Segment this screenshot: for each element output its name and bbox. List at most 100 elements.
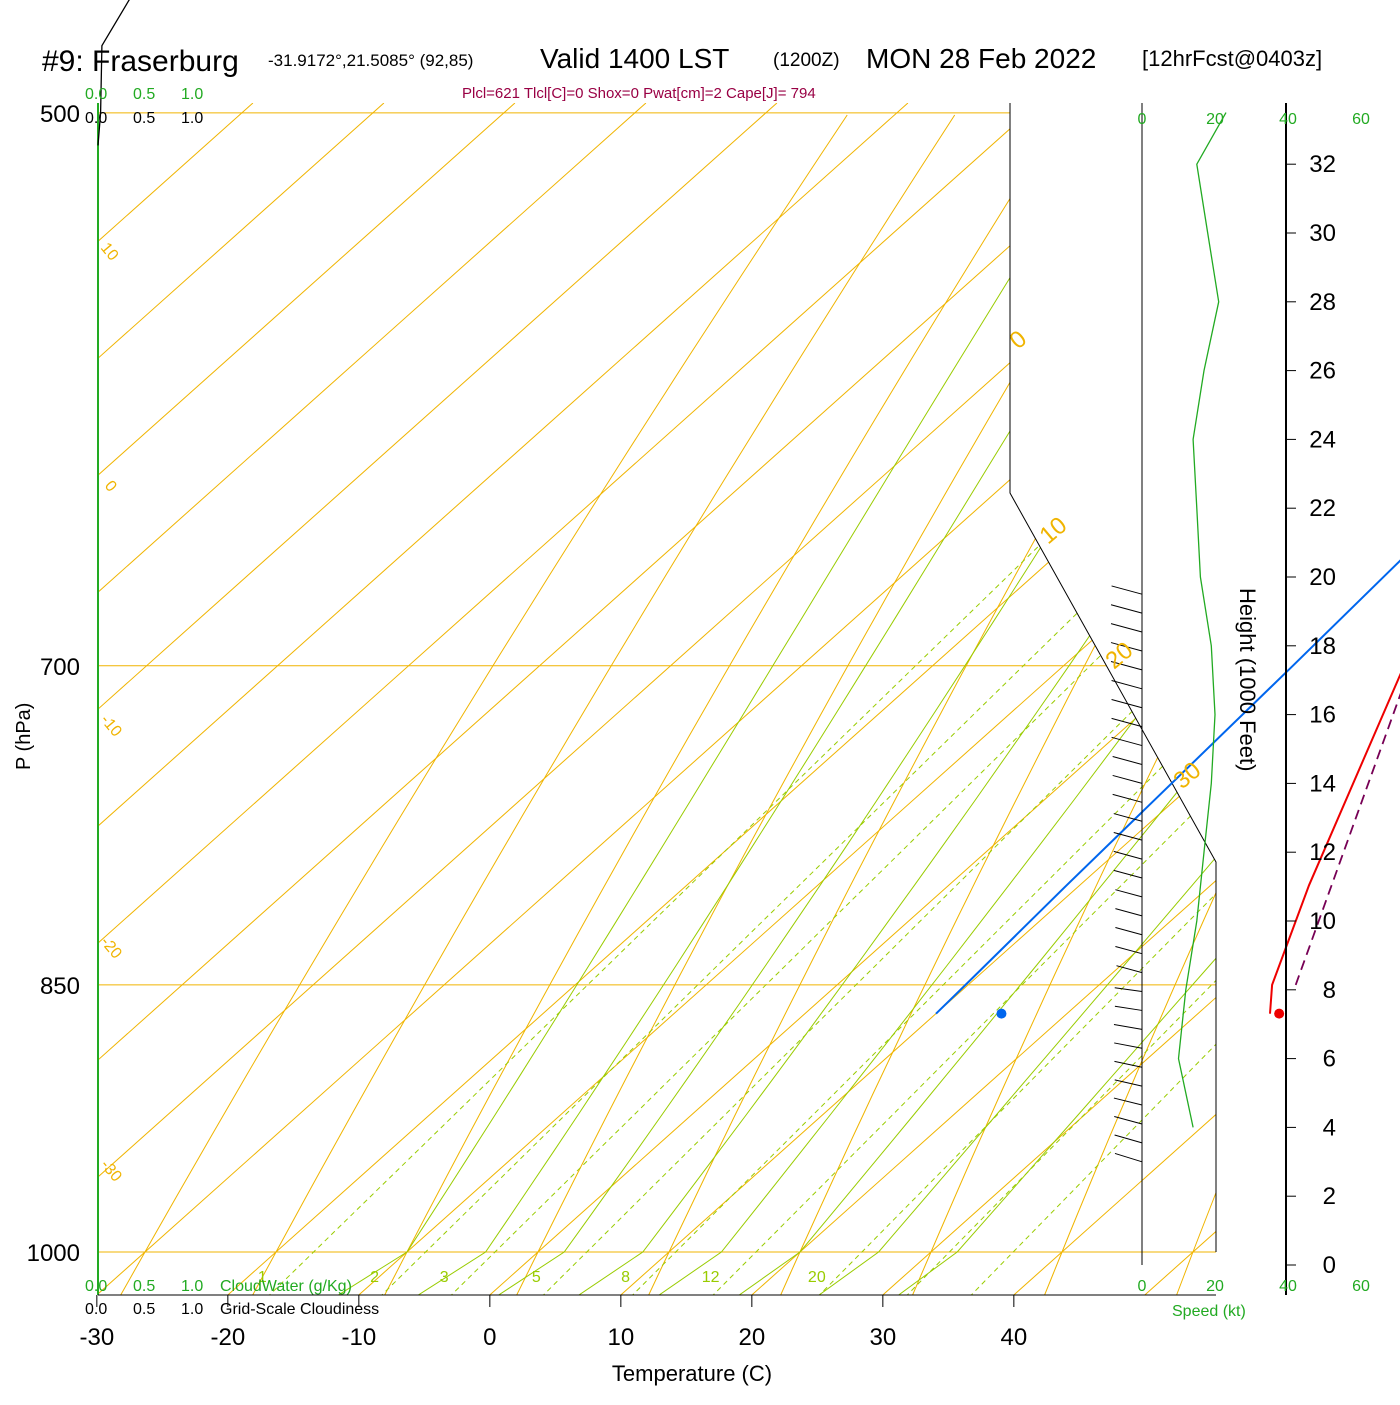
cloud-tick-bottom-green-0: 0.0 (85, 1278, 107, 1295)
speed-tick-label-bottom: 0 (1138, 1278, 1147, 1295)
height-tick-label: 2 (1323, 1183, 1336, 1210)
mixing-ratio-label: 5 (532, 1269, 541, 1286)
temperature-tick-label: 0 (483, 1324, 496, 1351)
height-tick-label: 0 (1323, 1252, 1336, 1279)
isotherm-line (0, 103, 1039, 1295)
wind-barb (1111, 624, 1142, 632)
height-tick-label: 8 (1323, 977, 1336, 1004)
station-coordinates: -31.9172°,21.5085° (92,85) (268, 51, 473, 70)
moist-adiabat-line (575, 0, 1400, 1297)
isotherm-line (1014, 103, 1400, 1295)
isotherm-line (1276, 103, 1400, 1295)
wind-barb (1112, 718, 1142, 726)
wind-barb (1114, 1024, 1142, 1029)
temperature-tick-label: -20 (210, 1324, 245, 1351)
parcel-line (1296, 0, 1400, 985)
speed-tick-label-bottom: 40 (1279, 1278, 1297, 1295)
speed-tick-label-top: 40 (1279, 111, 1297, 128)
isotherm-line (0, 103, 646, 1295)
height-tick-label: 12 (1309, 839, 1336, 866)
isotherm-label: 20 (1101, 637, 1139, 675)
cloud-tick-bottom-green-1: 0.5 (133, 1278, 155, 1295)
cloudiness-label: Grid-Scale Cloudiness (220, 1301, 379, 1318)
dry-adiabat-line (1045, 115, 1400, 1295)
isotherm-line (97, 103, 1400, 1295)
cloud-axis-bottom: 0.0 0.5 1.0 CloudWater (g/Kg) 0.0 0.5 1.… (85, 1278, 379, 1318)
wind-barb (1115, 988, 1142, 992)
wind-barb (1114, 1117, 1142, 1124)
height-axis-label: Height (1000 Feet) (1235, 588, 1260, 771)
speed-tick-label-top: 60 (1352, 111, 1370, 128)
isotherm-label: 10 (97, 240, 122, 265)
height-tick-label: 20 (1309, 564, 1336, 591)
wind-barb (1115, 890, 1142, 897)
isotherm-label: -30 (97, 1157, 125, 1186)
isotherm-line (1145, 103, 1400, 1295)
height-tick-label: 10 (1309, 908, 1336, 935)
cloud-tick-bottom-black-1: 0.5 (133, 1301, 155, 1318)
pressure-tick-label: 500 (40, 101, 80, 128)
cloud-axis-top: 0.0 0.5 1.0 0.0 0.5 1.0 (85, 86, 203, 127)
cloud-tick-bottom-green-2: 1.0 (181, 1278, 203, 1295)
height-tick-label: 18 (1309, 633, 1336, 660)
height-tick-label: 26 (1309, 358, 1336, 385)
isotherm-line (752, 103, 1400, 1295)
cloud-tick-bottom-black-2: 1.0 (181, 1301, 203, 1318)
cloud-tick-top-black-1: 0.5 (133, 110, 155, 127)
temperature-tick-label: 10 (607, 1324, 634, 1351)
mixing-ratio-line (522, 0, 1400, 1317)
cloud-tick-top-green-0: 0.0 (85, 86, 107, 103)
cloud-tick-top-green-2: 1.0 (181, 86, 203, 103)
dry-adiabat-line (781, 115, 1385, 1295)
temperature-tick-label: 20 (738, 1324, 765, 1351)
isotherm-line (0, 103, 908, 1295)
forecast-date: MON 28 Feb 2022 (866, 43, 1096, 74)
wind-barb (1114, 1043, 1142, 1048)
isotherm-line (228, 103, 1400, 1295)
height-tick-label: 4 (1323, 1114, 1336, 1141)
dry-adiabat-line (253, 115, 955, 1295)
valid-time: Valid 1400 LST (540, 43, 729, 74)
cloud-tick-top-green-1: 0.5 (133, 86, 155, 103)
wind-barb (1115, 1153, 1142, 1161)
temperature-tick-label: -10 (341, 1324, 376, 1351)
mixing-ratio-label: 8 (621, 1269, 630, 1286)
wind-barb (1114, 1061, 1142, 1067)
dry-adiabat-line (385, 115, 1062, 1295)
mixing-ratio-line (248, 0, 1400, 1317)
temperature-axis-label: Temperature (C) (612, 1361, 772, 1386)
wind-barb (1114, 870, 1142, 878)
wind-barb (1115, 1006, 1142, 1010)
mixing-ratio-label: 2 (370, 1269, 379, 1286)
pressure-tick-label: 850 (40, 973, 80, 1000)
station-title: #9: Fraserburg (42, 45, 239, 78)
isotherm-label: -10 (97, 712, 125, 741)
height-tick-label: 28 (1309, 289, 1336, 316)
mixing-ratio-line (611, 0, 1400, 1317)
isotherm-label: 10 (1035, 512, 1073, 550)
speed-tick-label-bottom: 20 (1206, 1278, 1224, 1295)
wind-speed-line (1179, 113, 1227, 1128)
temperature-tick-label: 30 (869, 1324, 896, 1351)
mixing-ratio-line (692, 0, 1400, 1317)
sounding-indices: Plcl=621 Tlcl[C]=0 Shox=0 Pwat[cm]=2 Cap… (462, 85, 816, 102)
cloud-tick-bottom-black-0: 0.0 (85, 1301, 107, 1318)
cloud-tick-top-black-0: 0.0 (85, 110, 107, 127)
wind-barb (1111, 605, 1142, 613)
forecast-run: [12hrFcst@0403z] (1142, 46, 1322, 71)
wind-barb (1115, 1135, 1142, 1143)
wind-barb (1112, 586, 1142, 594)
pressure-tick-label: 700 (40, 654, 80, 681)
height-tick-label: 6 (1323, 1046, 1336, 1073)
dry-adiabat-line (1177, 115, 1400, 1295)
pressure-tick-label: 1000 (27, 1240, 80, 1267)
mixing-ratio-label: 3 (440, 1269, 449, 1286)
dry-adiabat-line (121, 115, 848, 1295)
height-tick-label: 16 (1309, 702, 1336, 729)
temperature-surface-dot (1274, 1009, 1284, 1019)
wind-barb (1112, 699, 1142, 707)
temperature-tick-label: 40 (1000, 1324, 1027, 1351)
profile-layer (98, 0, 1400, 1019)
